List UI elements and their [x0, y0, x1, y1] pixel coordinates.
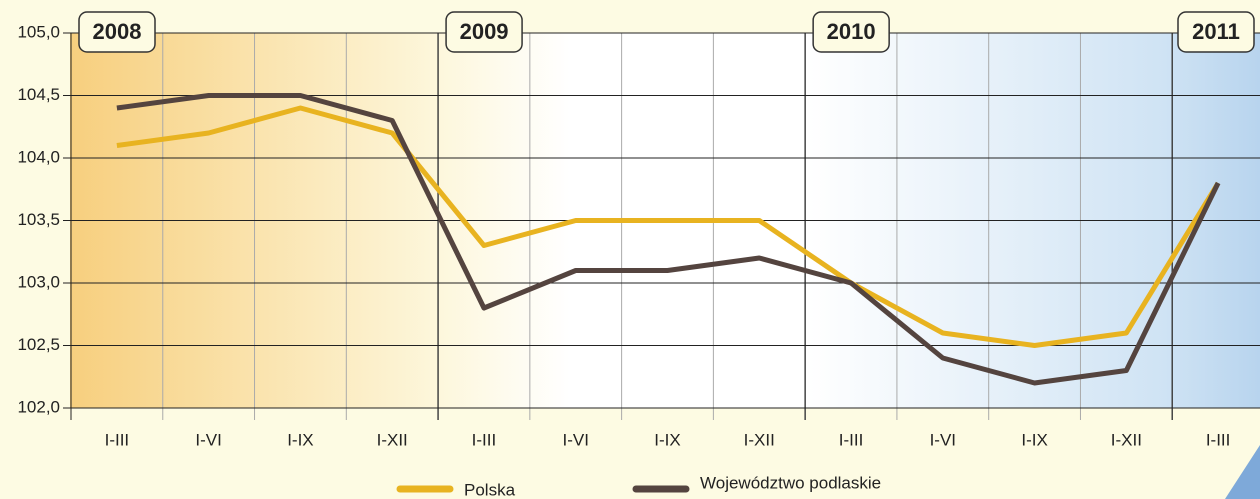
- series-line: [116, 93, 1221, 386]
- year-label-box: [78, 11, 156, 53]
- y-tick-label: 104,0: [17, 147, 60, 166]
- year-label: 2011: [1192, 19, 1240, 44]
- year-label-box: [445, 11, 523, 53]
- y-tick-label: 105,0: [17, 22, 60, 41]
- x-tick-label: I-XII: [1111, 430, 1142, 449]
- year-label: 2010: [827, 19, 876, 44]
- x-tick-label: I-VI: [195, 430, 221, 449]
- x-tick-label: I-IX: [287, 430, 313, 449]
- x-tick-label: I-VI: [563, 430, 589, 449]
- x-tick-label: I-VI: [930, 430, 956, 449]
- x-tick-label: I-IX: [654, 430, 680, 449]
- x-tick-label: I-III: [839, 430, 864, 449]
- x-tick-label: I-XII: [377, 430, 408, 449]
- year-label-box: [1177, 11, 1255, 53]
- y-tick-label: 104,5: [17, 85, 60, 104]
- series-line: [116, 105, 1221, 348]
- x-tick-label: I-III: [1206, 430, 1231, 449]
- y-tick-label: 103,5: [17, 210, 60, 229]
- year-label: 2008: [93, 19, 142, 44]
- x-tick-label: I-III: [105, 430, 130, 449]
- x-tick-label: I-III: [472, 430, 497, 449]
- x-tick-label: I-IX: [1021, 430, 1047, 449]
- y-tick-label: 102,5: [17, 335, 60, 354]
- corner-decoration: [1225, 445, 1260, 499]
- y-tick-label: 103,0: [17, 272, 60, 291]
- x-tick-label: I-XII: [744, 430, 775, 449]
- y-tick-label: 102,0: [17, 397, 60, 416]
- legend-label: Województwo podlaskie: [700, 473, 881, 492]
- legend-label: Polska: [464, 480, 516, 499]
- year-label-box: [812, 11, 890, 53]
- year-label: 2009: [460, 19, 509, 44]
